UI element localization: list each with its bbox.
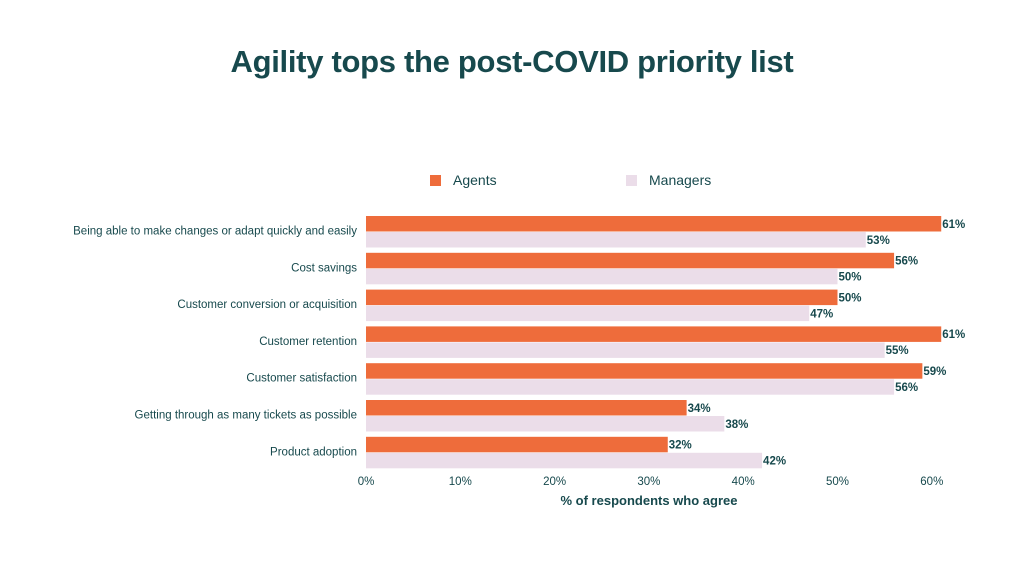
legend-item-managers: Managers	[626, 172, 711, 188]
bar-managers-4	[366, 379, 895, 395]
value-label: 50%	[839, 292, 862, 304]
chart-title: Agility tops the post-COVID priority lis…	[230, 44, 794, 79]
x-tick-label: 40%	[732, 476, 755, 488]
bar-agents-1	[366, 252, 895, 269]
legend-swatch-managers	[626, 174, 637, 186]
legend-label-agents: Agents	[453, 172, 497, 188]
value-label: 56%	[895, 256, 918, 268]
legend-label-managers: Managers	[649, 172, 712, 188]
x-tick-label: 20%	[543, 476, 566, 488]
value-label: 61%	[942, 219, 965, 231]
value-label: 53%	[867, 235, 890, 247]
bar-agents-2	[366, 289, 838, 306]
value-label: 59%	[923, 366, 946, 378]
x-tick-label: 60%	[920, 476, 943, 488]
bar-agents-6	[366, 436, 668, 453]
bar-managers-0	[366, 232, 866, 248]
bar-managers-5	[366, 416, 725, 432]
value-label: 47%	[810, 308, 833, 320]
x-tick-label: 10%	[449, 476, 472, 488]
value-label: 56%	[895, 382, 918, 394]
value-label: 32%	[669, 440, 692, 452]
legend-swatch-agents	[430, 174, 441, 186]
bar-managers-3	[366, 342, 885, 358]
bar-agents-4	[366, 363, 923, 379]
value-label: 61%	[942, 329, 965, 341]
bar-agents-5	[366, 400, 687, 416]
bar-managers-1	[366, 268, 838, 285]
category-label: Cost savings	[291, 262, 357, 274]
x-tick-label: 30%	[637, 476, 660, 488]
value-label: 50%	[839, 272, 862, 284]
value-label: 34%	[688, 403, 711, 415]
x-tick-label: 0%	[358, 476, 375, 488]
category-label: Customer satisfaction	[246, 373, 357, 385]
category-label: Being able to make changes or adapt quic…	[73, 226, 357, 238]
category-label: Product adoption	[270, 446, 357, 458]
bar-managers-2	[366, 305, 810, 322]
category-label: Customer retention	[259, 336, 357, 348]
value-label: 55%	[886, 345, 909, 357]
legend-item-agents: Agents	[430, 172, 497, 188]
category-label: Customer conversion or acquisition	[177, 299, 357, 311]
value-label: 38%	[725, 419, 748, 431]
value-label: 42%	[763, 456, 786, 468]
x-axis-title: % of respondents who agree	[561, 493, 738, 508]
x-tick-label: 50%	[826, 476, 849, 488]
category-label: Getting through as many tickets as possi…	[135, 410, 357, 422]
bar-managers-6	[366, 452, 763, 469]
bar-agents-0	[366, 216, 942, 232]
bar-agents-3	[366, 326, 942, 342]
